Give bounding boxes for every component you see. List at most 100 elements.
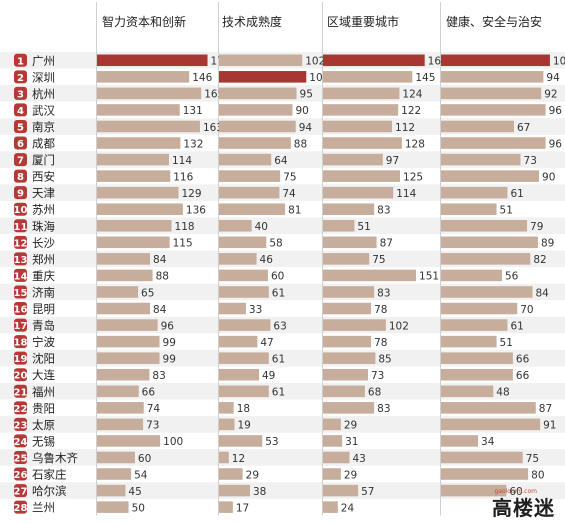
value-label: 75: [526, 453, 539, 465]
bar: [323, 286, 375, 298]
value-label: 61: [272, 287, 285, 299]
value-label: 17: [236, 502, 249, 514]
value-label: 114: [396, 188, 416, 200]
column-header: 区域重要城市: [327, 14, 399, 29]
rank-number: 4: [17, 106, 24, 117]
column-header: 健康、安全与治安: [446, 14, 542, 29]
rank-badge: [14, 335, 27, 349]
bar: [219, 501, 233, 513]
bar: [219, 153, 272, 166]
value-label: 61: [272, 387, 285, 399]
column-header: 技术成熟度: [222, 14, 282, 29]
value-label: 83: [377, 287, 390, 299]
value-label: 102: [389, 320, 409, 332]
value-label: 19: [238, 420, 251, 432]
bar: [323, 203, 375, 215]
value-label: 34: [481, 436, 495, 448]
bar: [219, 236, 267, 249]
rank-number: 26: [14, 470, 28, 481]
value-label: 115: [173, 238, 193, 250]
bar: [219, 402, 234, 414]
value-label: 163: [203, 122, 223, 134]
bar: [441, 368, 513, 381]
value-label: 74: [282, 188, 296, 200]
rank-badge: [14, 202, 27, 216]
row-background: [0, 283, 565, 301]
value-label: 136: [186, 205, 206, 217]
value-label: 73: [146, 420, 159, 432]
bar: [323, 352, 376, 364]
bar: [441, 418, 541, 431]
rank-badge: [14, 70, 27, 84]
bar: [219, 220, 252, 232]
bar: [97, 186, 179, 199]
bar: [323, 153, 383, 166]
bar: [323, 319, 386, 331]
rank-badge: [14, 351, 27, 365]
rank-badge: [14, 53, 27, 67]
bar: [97, 170, 171, 182]
value-label: 65: [141, 287, 154, 299]
city-label: 福州: [32, 385, 55, 399]
value-label: 87: [539, 403, 552, 415]
city-label: 珠海: [32, 219, 55, 233]
bar: [219, 335, 258, 348]
bar: [219, 104, 293, 116]
value-label: 116: [173, 171, 193, 183]
bar: [219, 468, 243, 480]
value-label: 38: [253, 486, 266, 498]
bar: [219, 319, 271, 331]
bar: [323, 186, 394, 199]
bar: [323, 435, 343, 447]
value-label: 60: [509, 486, 522, 498]
watermark-url: gaoloumi.com: [494, 488, 537, 495]
value-label: 91: [543, 420, 556, 432]
rank-badge: [14, 268, 27, 282]
rank-badge: [14, 417, 27, 431]
bar: [441, 451, 523, 464]
value-label: 114: [172, 155, 192, 167]
rank-number: 10: [14, 205, 28, 216]
bar: [323, 120, 393, 133]
bar: [97, 435, 161, 447]
rank-badge: [14, 450, 27, 464]
bar: [219, 484, 251, 497]
value-label: 83: [377, 205, 390, 217]
bar: [219, 71, 307, 83]
bar: [441, 484, 507, 497]
value-label: 33: [249, 304, 262, 316]
city-label: 宁波: [32, 335, 55, 349]
value-label: 48: [496, 387, 509, 399]
rank-number: 20: [14, 371, 28, 382]
bar: [441, 54, 550, 67]
bar: [97, 352, 160, 364]
value-label: 73: [524, 155, 537, 167]
rank-badge: [14, 302, 27, 316]
bar: [97, 220, 172, 232]
bar: [97, 236, 170, 249]
value-label: 45: [128, 486, 141, 498]
value-label: 82: [533, 254, 546, 266]
bar: [97, 468, 132, 480]
rank-badge: [14, 484, 27, 498]
value-label: 50: [132, 502, 145, 514]
value-label: 61: [510, 188, 523, 200]
bar: [441, 269, 502, 282]
bar: [97, 335, 160, 348]
bar: [323, 451, 350, 464]
value-label: 88: [156, 271, 169, 283]
city-label: 青岛: [32, 319, 55, 333]
rank-badge: [14, 186, 27, 200]
rank-badge: [14, 285, 27, 299]
bar: [441, 220, 528, 232]
bar: [323, 302, 372, 315]
value-label: 132: [183, 138, 203, 150]
bar: [97, 402, 144, 414]
value-label: 102: [305, 56, 325, 68]
value-label: 54: [134, 469, 148, 481]
bar: [441, 253, 531, 265]
bar: [441, 170, 540, 182]
value-label: 96: [161, 320, 175, 332]
bar: [441, 335, 497, 348]
bar: [97, 253, 151, 265]
